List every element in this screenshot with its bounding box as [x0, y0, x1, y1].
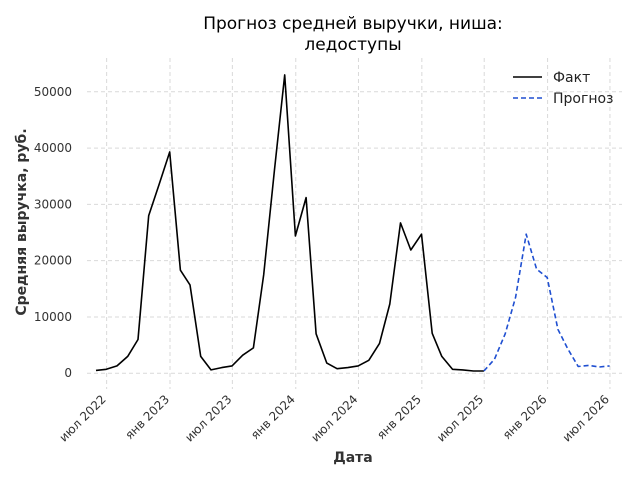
x-tick-label: янв 2023: [122, 392, 172, 442]
x-axis-label: Дата: [333, 450, 372, 466]
y-tick-label: 40000: [34, 141, 72, 155]
x-axis-ticks: июл 2022 янв 2023 июл 2023 янв 2024 июл 2024…: [56, 392, 612, 444]
y-tick-label: 50000: [34, 85, 72, 99]
x-tick-label: июл 2024: [308, 392, 360, 444]
y-tick-label: 20000: [34, 254, 72, 268]
x-tick-label: июл 2026: [560, 392, 612, 444]
y-tick-label: 30000: [34, 197, 72, 211]
legend-label-forecast: Прогноз: [553, 91, 614, 107]
series-line-forecast: [483, 233, 610, 372]
y-tick-label: 0: [64, 366, 72, 380]
grid: [87, 58, 622, 389]
x-tick-label: янв 2025: [374, 392, 424, 442]
series-lines: [95, 74, 610, 372]
chart-title-line-2: ледоступы: [304, 35, 401, 55]
x-tick-label: июл 2023: [182, 392, 234, 444]
y-tick-label: 10000: [34, 310, 72, 324]
x-tick-label: янв 2026: [500, 392, 550, 442]
legend: Факт Прогноз: [513, 70, 614, 107]
y-axis-ticks: 0 10000 20000 30000 40000 50000: [34, 85, 72, 380]
chart-title-line-1: Прогноз средней выручки, ниша:: [203, 14, 503, 34]
x-tick-label: июл 2025: [434, 392, 486, 444]
legend-label-fact: Факт: [553, 70, 590, 86]
series-line-fact: [95, 74, 484, 372]
x-tick-label: янв 2024: [248, 392, 298, 442]
x-tick-label: июл 2022: [56, 392, 108, 444]
y-axis-label: Средняя выручка, руб.: [14, 128, 30, 315]
